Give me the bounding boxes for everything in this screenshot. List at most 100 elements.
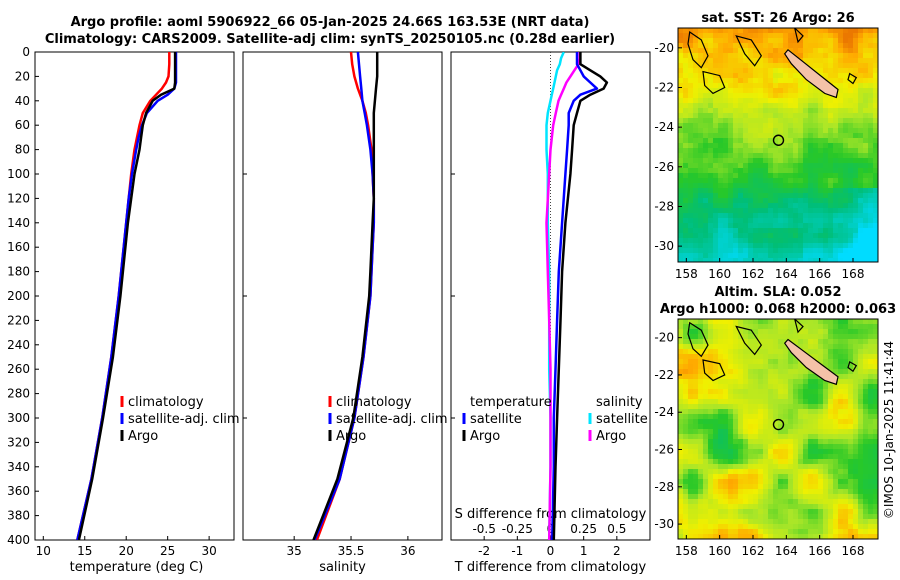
sla-map-cell	[733, 379, 739, 385]
sst-map-cell	[678, 188, 684, 194]
sla-map-cell	[703, 359, 709, 365]
sst-map-cell	[768, 93, 774, 99]
sst-map-cell	[843, 233, 849, 239]
sst-map-cell	[713, 98, 719, 104]
sst-map-cell	[743, 128, 749, 134]
sla-map-cell	[723, 389, 729, 395]
sla-map-cell	[808, 529, 814, 535]
sla-map-cell	[768, 479, 774, 485]
sst-map-cell	[818, 48, 824, 54]
sst-map-cell	[728, 243, 734, 249]
sst-map-cell	[743, 208, 749, 214]
sst-map-cell	[863, 233, 869, 239]
sst-map-cell	[693, 223, 699, 229]
sst-map-cell	[868, 158, 874, 164]
sla-map-ytick-label: -28	[654, 480, 674, 494]
sla-map-cell	[863, 329, 869, 335]
sla-map-cell	[713, 454, 719, 460]
sla-map-cell	[838, 449, 844, 455]
sst-map-cell	[768, 148, 774, 154]
sst-map-cell	[803, 253, 809, 259]
sst-map-cell	[728, 248, 734, 254]
temperature-legend-title: temperature	[470, 395, 552, 410]
sla-map-cell	[713, 529, 719, 535]
sst-map-cell	[848, 88, 854, 94]
sla-map-xtick-label: 158	[675, 544, 698, 558]
sst-map-cell	[743, 113, 749, 119]
sst-map-cell	[753, 63, 759, 69]
sst-map-cell	[718, 198, 724, 204]
sla-map-cell	[848, 364, 854, 370]
sla-map-cell	[813, 519, 819, 525]
sla-map-cell	[818, 514, 824, 520]
sla-map-cell	[773, 344, 779, 350]
sla-map-cell	[708, 439, 714, 445]
sla-map-cell	[818, 399, 824, 405]
sst-map-cell	[868, 198, 874, 204]
sst-map-cell	[703, 123, 709, 129]
sst-map-cell	[698, 93, 704, 99]
sst-map-cell	[768, 193, 774, 199]
sst-map-cell	[698, 253, 704, 259]
sla-map-cell	[848, 444, 854, 450]
sst-map-cell	[753, 168, 759, 174]
sla-map-cell	[828, 419, 834, 425]
sst-map-cell	[798, 158, 804, 164]
sla-map-cell	[733, 489, 739, 495]
sst-map-cell	[778, 88, 784, 94]
sla-map-cell	[828, 449, 834, 455]
sla-map-cell	[688, 524, 694, 530]
sst-map-cell	[783, 153, 789, 159]
sst-map-cell	[843, 58, 849, 64]
sst-map-cell	[828, 153, 834, 159]
sst-map-cell	[853, 53, 859, 59]
sst-map-cell	[693, 233, 699, 239]
y-tick-label: 380	[7, 509, 30, 523]
sla-map-xtick-label: 166	[808, 544, 831, 558]
sst-map-cell	[728, 78, 734, 84]
sla-map-cell	[708, 424, 714, 430]
sst-map-cell	[718, 38, 724, 44]
salinity-legend-1-label: satellite-adj. clim	[336, 412, 448, 427]
sla-map-cell	[863, 384, 869, 390]
sla-map-cell	[748, 364, 754, 370]
sla-map-cell	[743, 354, 749, 360]
sla-map-cell	[793, 514, 799, 520]
sst-map-cell	[733, 253, 739, 259]
sla-map-cell	[853, 524, 859, 530]
sla-map-cell	[763, 354, 769, 360]
sla-map-cell	[778, 364, 784, 370]
sst-map-cell	[693, 123, 699, 129]
sla-map-cell	[723, 489, 729, 495]
sst-map-cell	[693, 88, 699, 94]
sst-map-cell	[748, 218, 754, 224]
sla-map-cell	[798, 514, 804, 520]
sst-map-cell	[693, 133, 699, 139]
sst-map-cell	[818, 53, 824, 59]
sst-map-cell	[688, 38, 694, 44]
sst-map-cell	[783, 203, 789, 209]
sst-map-cell	[778, 63, 784, 69]
sst-map-cell	[803, 238, 809, 244]
sst-map-cell	[843, 133, 849, 139]
sst-map-cell	[803, 33, 809, 39]
sst-map-cell	[803, 118, 809, 124]
sst-map-cell	[773, 98, 779, 104]
sla-map-cell	[678, 394, 684, 400]
sst-map-cell	[693, 163, 699, 169]
sla-map-cell	[833, 419, 839, 425]
sst-map-cell	[733, 203, 739, 209]
sst-map-cell	[798, 103, 804, 109]
sst-map-cell	[833, 203, 839, 209]
sst-map-cell	[723, 73, 729, 79]
sla-map-cell	[863, 454, 869, 460]
sst-map-cell	[703, 213, 709, 219]
sla-map-cell	[703, 329, 709, 335]
sst-map-cell	[748, 143, 754, 149]
sla-map-cell	[768, 459, 774, 465]
sst-map-cell	[728, 103, 734, 109]
sla-map-cell	[848, 509, 854, 515]
sst-map-cell	[683, 153, 689, 159]
sst-map-cell	[718, 148, 724, 154]
sla-map-cell	[793, 324, 799, 330]
